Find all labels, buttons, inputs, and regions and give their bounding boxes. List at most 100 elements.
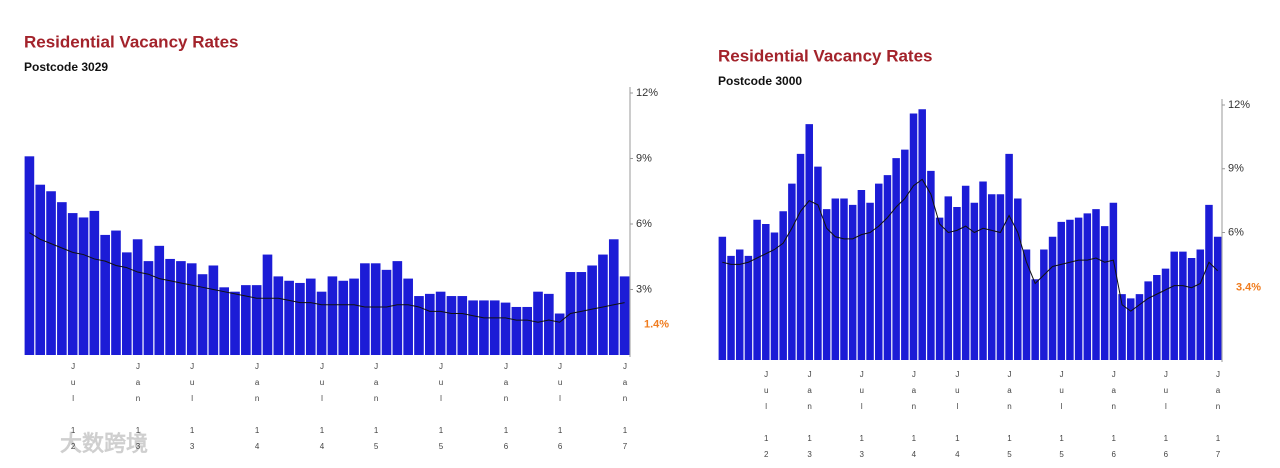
bar [554, 313, 565, 355]
bar [522, 306, 533, 355]
bar [608, 239, 619, 355]
bar [753, 219, 761, 360]
y-tick-label: 12% [1228, 99, 1250, 111]
line [722, 178, 1219, 312]
bar [360, 263, 370, 355]
bar [251, 285, 262, 355]
bar [883, 175, 892, 360]
y-tick-label: 6% [636, 218, 652, 230]
bar [1170, 251, 1178, 360]
bar [35, 184, 46, 355]
bar [489, 300, 500, 355]
bar [875, 183, 883, 360]
bar [1205, 204, 1213, 360]
bar [89, 210, 100, 355]
y-tick-label: 12% [636, 87, 658, 99]
annotation: 3.4% [1236, 282, 1261, 294]
bar [241, 285, 251, 355]
bar [1092, 209, 1100, 360]
bar [424, 293, 435, 355]
bar [935, 217, 944, 360]
bar [735, 249, 744, 360]
bar [840, 198, 848, 360]
bar [718, 236, 727, 360]
x-tick-label: Jul 16 [556, 362, 565, 458]
bar [866, 202, 874, 360]
bar [1161, 268, 1170, 360]
bar [100, 234, 110, 355]
bar [143, 261, 154, 355]
bar [500, 302, 511, 355]
bar [909, 113, 918, 360]
bar [295, 282, 305, 355]
bar [284, 280, 294, 355]
bar [46, 191, 56, 355]
bar [457, 296, 468, 355]
bar [1100, 226, 1109, 360]
bar [1118, 294, 1126, 360]
bar [1213, 236, 1222, 360]
bar [1057, 221, 1065, 360]
bar [1022, 249, 1031, 360]
bar [598, 254, 608, 355]
bar [1014, 198, 1022, 360]
bar [262, 254, 273, 355]
x-tick-label: Jul 14 [953, 370, 962, 466]
bar [154, 245, 165, 355]
x-tick-label: Jul 12 [762, 370, 771, 466]
bar [970, 202, 979, 360]
bar [805, 124, 813, 360]
watermark: 大数跨境 [60, 431, 148, 456]
bar [927, 170, 935, 360]
bar [779, 211, 787, 360]
bar [403, 278, 413, 355]
x-tick-label: Jan 17 [620, 362, 629, 458]
x-tick-label: Jul 16 [1161, 370, 1170, 466]
bar [305, 278, 316, 355]
bar [822, 209, 831, 360]
bar [111, 230, 121, 355]
bar [435, 291, 446, 355]
bar [273, 276, 284, 355]
bar [219, 287, 230, 355]
bar [468, 300, 478, 355]
bar [338, 280, 349, 355]
bar [770, 232, 779, 360]
x-tick-label: Jan 14 [909, 370, 918, 466]
bar [78, 217, 89, 355]
bar [1144, 281, 1152, 360]
x-tick-label: Jan 15 [372, 362, 381, 458]
x-tick-label: Jul 13 [188, 362, 197, 458]
bar [121, 252, 132, 355]
bar [370, 263, 381, 355]
bar [1135, 294, 1144, 360]
bar [576, 272, 587, 355]
bar [788, 183, 796, 360]
bar [349, 278, 359, 355]
bar [533, 291, 543, 355]
x-tick-label: Jan 14 [253, 362, 262, 458]
bar [1127, 298, 1135, 360]
bar [197, 274, 208, 355]
y-tick-label: 9% [1228, 163, 1244, 175]
bar [208, 265, 219, 355]
bar [857, 190, 866, 360]
bar [132, 239, 143, 355]
bar [165, 258, 175, 355]
chart-subtitle: Postcode 3000 [718, 74, 802, 88]
y-tick-label: 3% [636, 283, 652, 295]
bar [901, 149, 909, 360]
annotation: 1.4% [644, 318, 669, 330]
bar [1179, 251, 1187, 360]
x-tick-label: Jan 16 [501, 362, 510, 458]
bar [1031, 279, 1039, 360]
x-tick-label: Jan 13 [805, 370, 814, 466]
bar [1005, 153, 1013, 360]
bar [831, 198, 840, 360]
bar [587, 265, 597, 355]
bar [1187, 258, 1196, 360]
bar [392, 261, 403, 355]
bar [918, 109, 926, 360]
bar [979, 181, 987, 360]
